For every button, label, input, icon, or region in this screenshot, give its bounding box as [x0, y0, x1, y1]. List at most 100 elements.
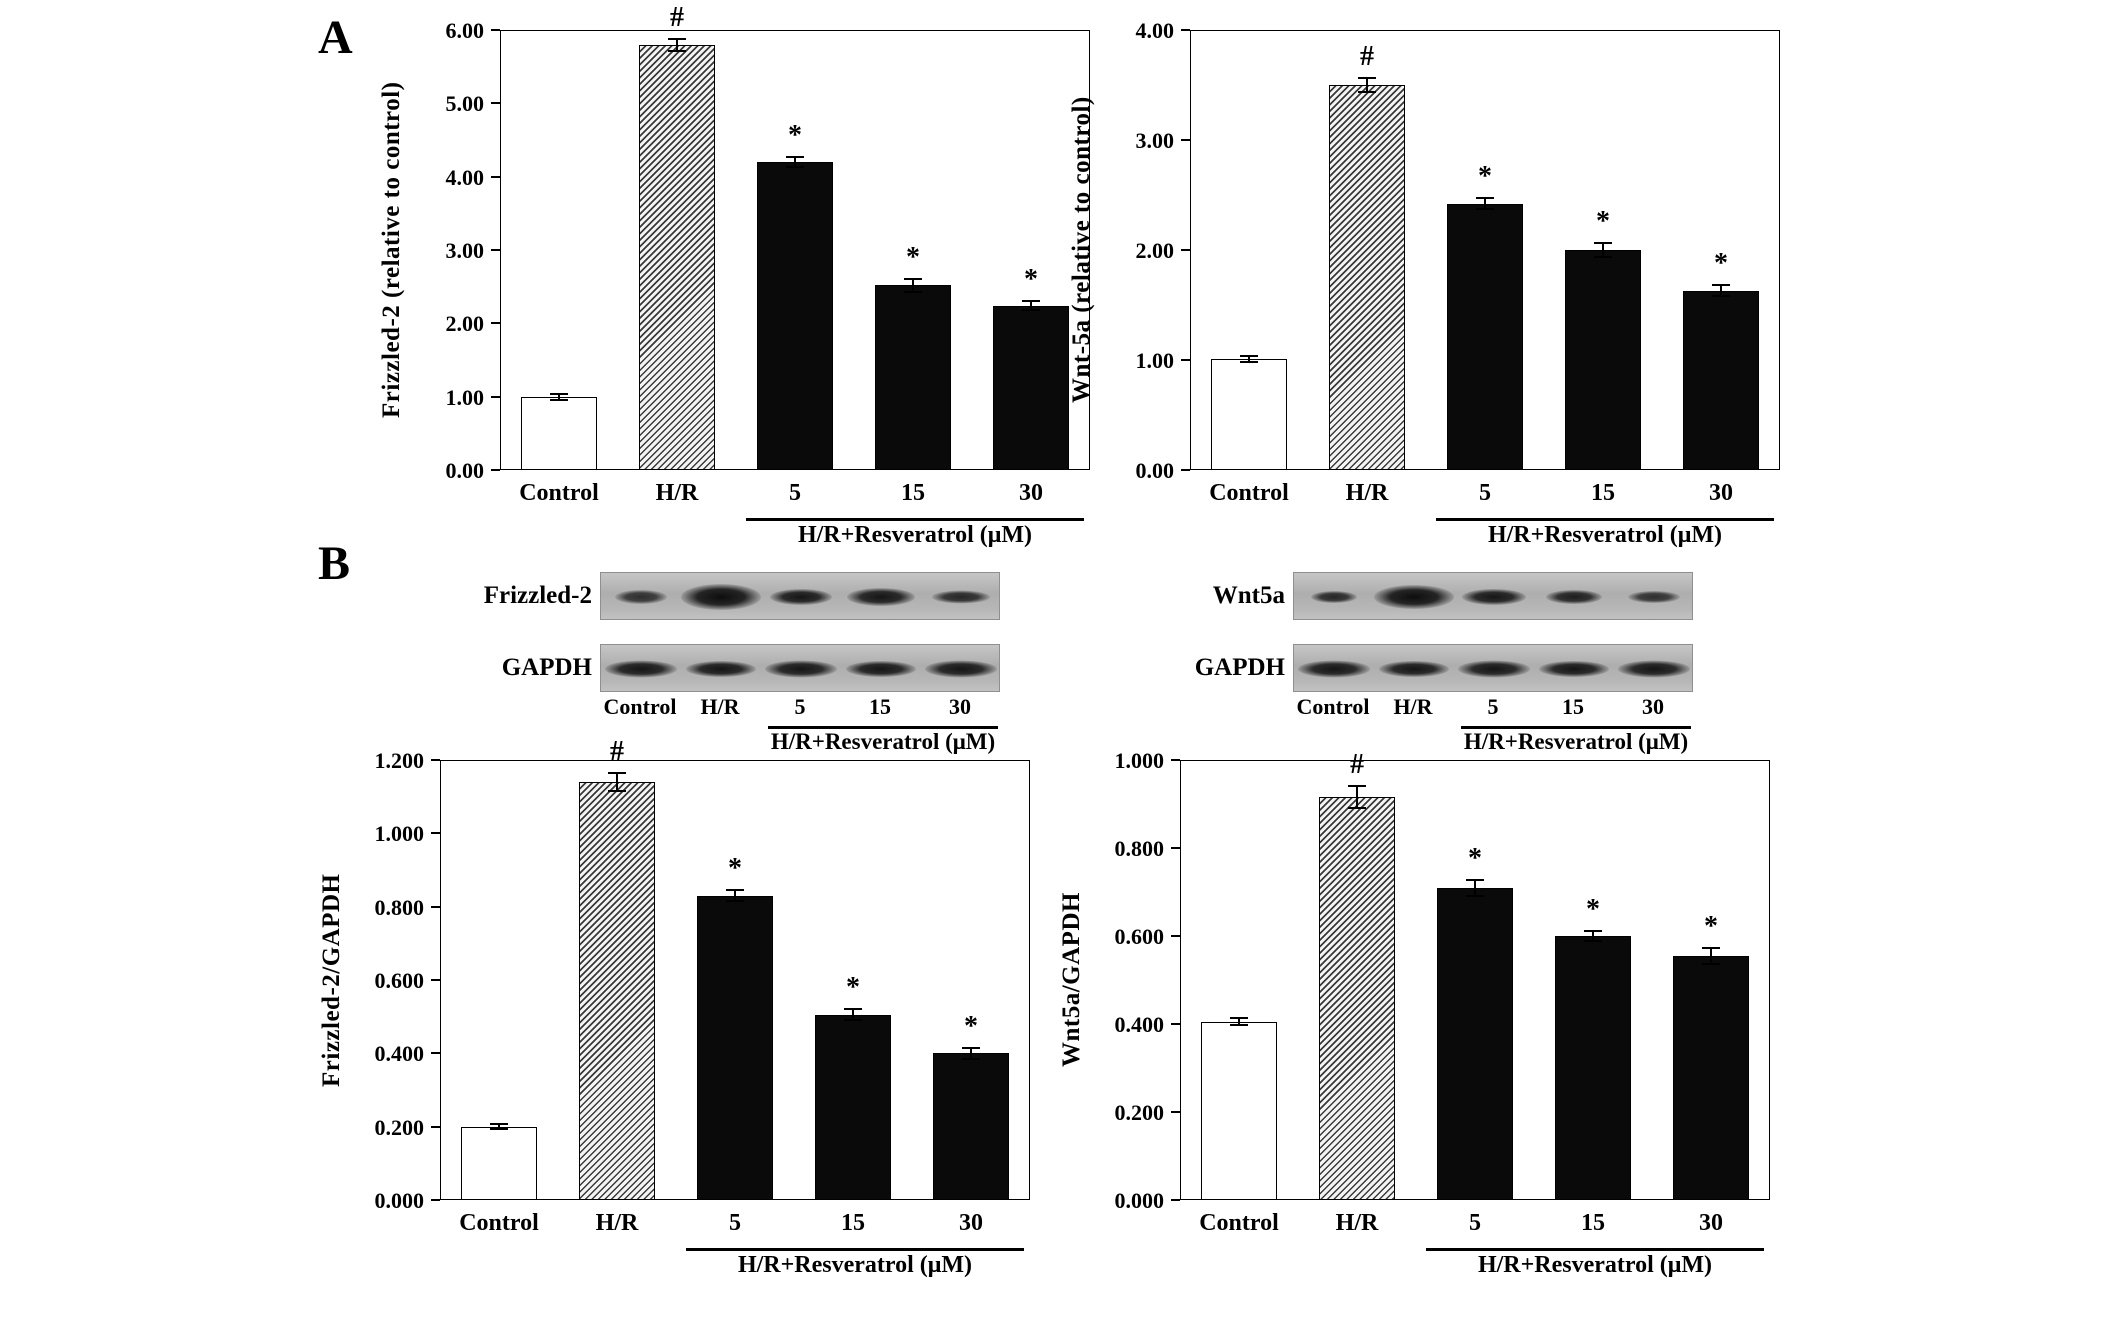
- lane-label: 30: [1642, 694, 1664, 719]
- y-tick-mark: [491, 175, 500, 178]
- significance-marker: #: [1360, 41, 1374, 73]
- x-tick-label: Control: [459, 1210, 539, 1236]
- x-tick-label: 15: [1581, 1210, 1605, 1236]
- y-tick-label: 0.200: [1114, 1100, 1165, 1125]
- error-bar-cap-bottom: [786, 166, 804, 169]
- y-tick-label: 0.00: [445, 458, 485, 483]
- significance-marker: *: [1586, 893, 1600, 925]
- bar-h-r: [639, 44, 715, 470]
- lane-label: 5: [1487, 694, 1499, 719]
- protein-band: [925, 660, 997, 678]
- protein-band: [1379, 661, 1449, 677]
- lane-label: H/R: [700, 694, 740, 719]
- y-tick-label: 0.000: [374, 1188, 425, 1213]
- error-bar: [1238, 1018, 1240, 1026]
- error-bar-cap-bottom: [1702, 962, 1720, 965]
- x-tick-label: H/R: [655, 480, 699, 506]
- protein-band: [847, 588, 915, 606]
- error-bar-cap-bottom: [1022, 309, 1040, 312]
- bar-control: [461, 1126, 537, 1200]
- y-tick-mark: [1171, 847, 1180, 849]
- bar-5: [697, 895, 773, 1200]
- error-bar: [1030, 301, 1032, 311]
- y-tick-label: 0.800: [1114, 836, 1165, 861]
- y-tick-mark: [1181, 139, 1190, 141]
- protein-band: [1618, 660, 1690, 678]
- error-bar-cap-bottom: [1466, 894, 1484, 897]
- y-tick-mark: [491, 29, 500, 31]
- error-bar-cap-bottom: [1230, 1024, 1248, 1027]
- protein-band: [1374, 585, 1454, 609]
- y-tick-mark: [431, 759, 440, 761]
- y-tick-mark: [1181, 469, 1190, 471]
- y-tick-label: 0.000: [1114, 1188, 1165, 1213]
- y-tick-mark: [491, 395, 500, 398]
- y-tick-mark: [1171, 759, 1180, 761]
- group-axis-label: H/R+Resveratrol (μM): [1487, 522, 1723, 548]
- y-tick-mark: [1181, 359, 1190, 361]
- error-bar: [852, 1009, 854, 1021]
- blot-strip: [600, 572, 1000, 620]
- significance-marker: *: [1714, 248, 1728, 280]
- protein-band: [1311, 591, 1357, 603]
- y-tick-label: 0.400: [1114, 1012, 1165, 1037]
- error-bar: [912, 278, 914, 292]
- blot-strip: [1293, 644, 1693, 692]
- significance-marker: *: [1478, 161, 1492, 193]
- significance-marker: *: [788, 119, 802, 151]
- x-tick-label: H/R: [1345, 480, 1389, 506]
- error-bar-cap-top: [1358, 77, 1376, 80]
- y-tick-mark: [491, 322, 500, 325]
- error-bar-cap-top: [844, 1008, 862, 1011]
- y-tick-label: 3.00: [445, 238, 485, 263]
- error-bar-cap-bottom: [962, 1057, 980, 1060]
- chart-wnt5a-protein: Wnt5a/GAPDH 0.000 0.200 0.400 0.600 0.800 1.00…: [1045, 730, 1835, 1340]
- westernblot-frizzled2: Frizzled-2 GAPDH Control H/R 5 15 30 H/R+Resver…: [470, 566, 1030, 766]
- bar-30: [1673, 955, 1749, 1200]
- error-bar-cap-top: [1230, 1017, 1248, 1020]
- bar-control: [521, 396, 597, 470]
- bar-30: [1683, 290, 1759, 470]
- blot-row-label: Wnt5a: [1212, 582, 1285, 609]
- group-bracket-line: [1426, 1248, 1764, 1251]
- y-tick-label: 1.000: [1114, 748, 1165, 773]
- error-bar-cap-bottom: [550, 398, 568, 401]
- protein-band: [770, 589, 832, 605]
- y-tick-label: 6.00: [445, 18, 485, 43]
- error-bar-cap-top: [1240, 354, 1258, 357]
- error-bar-cap-bottom: [490, 1127, 508, 1130]
- y-tick-label: 0.600: [1114, 924, 1165, 949]
- protein-band: [605, 660, 677, 678]
- westernblot-wnt5a: Wnt5a GAPDH Control H/R 5 15 30 H/R+Resveratrol…: [1163, 566, 1723, 766]
- significance-marker: *: [1596, 206, 1610, 238]
- y-tick-mark: [431, 1052, 440, 1055]
- protein-band: [1546, 590, 1602, 604]
- error-bar-cap-bottom: [1476, 208, 1494, 211]
- y-tick-label: 4.00: [1135, 18, 1175, 43]
- y-axis-label: Wnt5a/GAPDH: [1058, 892, 1085, 1068]
- error-bar-cap-top: [1702, 946, 1720, 949]
- error-bar: [970, 1047, 972, 1059]
- error-bar: [794, 156, 796, 168]
- error-bar-cap-top: [904, 277, 922, 280]
- lane-label: 30: [949, 694, 971, 719]
- error-bar-cap-bottom: [904, 290, 922, 293]
- bar-30: [933, 1053, 1009, 1200]
- bar-control: [1201, 1021, 1277, 1200]
- x-tick-label: 15: [1591, 480, 1615, 506]
- bar-h-r: [579, 782, 655, 1200]
- x-tick-label: 5: [729, 1210, 741, 1236]
- error-bar-cap-top: [1022, 300, 1040, 303]
- y-tick-label: 2.00: [1135, 238, 1175, 263]
- error-bar-cap-top: [1712, 284, 1730, 287]
- group-bracket-line: [686, 1248, 1024, 1251]
- lane-label: 5: [794, 694, 806, 719]
- group-axis-label: H/R+Resveratrol (μM): [797, 522, 1033, 548]
- error-bar-cap-bottom: [608, 790, 626, 793]
- figure-page: A Frizzled-2 (relative to control) 0.00 1.…: [318, 1, 1780, 1278]
- bar-15: [1555, 936, 1631, 1200]
- significance-marker: #: [670, 1, 684, 33]
- error-bar: [498, 1124, 500, 1129]
- bar-h-r: [1329, 85, 1405, 470]
- lane-label: Control: [603, 694, 677, 719]
